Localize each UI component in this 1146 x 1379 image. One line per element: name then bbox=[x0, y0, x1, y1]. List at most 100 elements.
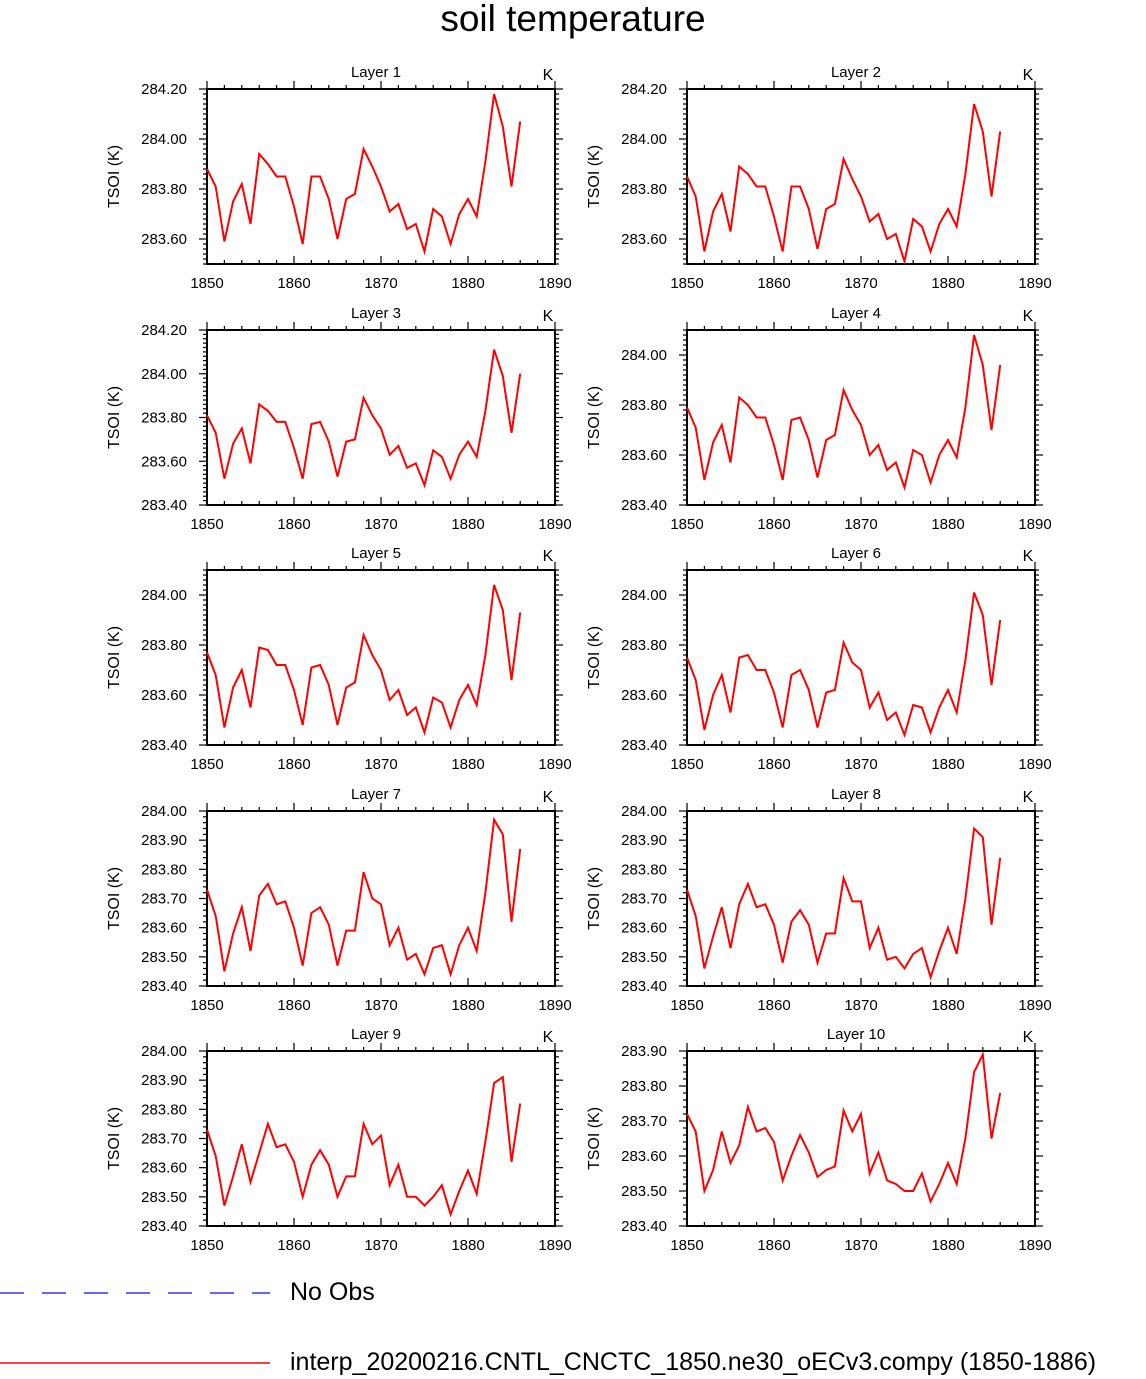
series-line bbox=[686, 1050, 1002, 1205]
y-axis-label: TSOI (K) bbox=[586, 626, 603, 689]
y-tick-label: 284.00 bbox=[621, 587, 667, 604]
x-tick-label: 1880 bbox=[451, 997, 484, 1014]
x-tick-label: 1870 bbox=[844, 275, 877, 292]
units-label: K bbox=[1023, 789, 1034, 806]
y-tick-label: 283.70 bbox=[141, 1131, 187, 1148]
x-tick-label: 1870 bbox=[844, 997, 877, 1014]
x-tick-label: 1860 bbox=[757, 997, 790, 1014]
y-tick-label: 283.60 bbox=[141, 231, 187, 248]
y-axis-label: TSOI (K) bbox=[106, 1107, 123, 1170]
x-tick-label: 1880 bbox=[451, 275, 484, 292]
panel-title: Layer 8 bbox=[831, 786, 881, 803]
x-tick-label: 1880 bbox=[931, 516, 964, 533]
panel-layer-9: 1850 1860 1870 1880 1890 283.40 283.50 283.60 28… bbox=[106, 1026, 572, 1254]
x-tick-label: 1890 bbox=[1018, 756, 1051, 773]
units-label: K bbox=[543, 548, 554, 565]
units-label: K bbox=[1023, 548, 1034, 565]
panel-title: Layer 3 bbox=[351, 305, 401, 322]
y-tick-label: 283.80 bbox=[141, 181, 187, 198]
panel-layer-4: 1850 1860 1870 1880 1890 283.40 283.60 283.80 28… bbox=[586, 305, 1052, 533]
y-axis-label: TSOI (K) bbox=[106, 867, 123, 930]
series-line bbox=[686, 334, 1002, 492]
y-tick-label: 283.40 bbox=[621, 497, 667, 514]
y-axis-label: TSOI (K) bbox=[106, 386, 123, 449]
y-tick-label: 283.80 bbox=[141, 1101, 187, 1118]
x-tick-label: 1880 bbox=[451, 516, 484, 533]
x-tick-label: 1890 bbox=[538, 275, 571, 292]
y-tick-label: 284.00 bbox=[141, 366, 187, 383]
x-tick-label: 1850 bbox=[670, 275, 703, 292]
series-line bbox=[206, 1075, 522, 1218]
x-tick-label: 1860 bbox=[277, 997, 310, 1014]
y-tick-label: 283.70 bbox=[141, 891, 187, 908]
panel-title: Layer 1 bbox=[351, 64, 401, 81]
y-tick-label: 284.00 bbox=[141, 131, 187, 148]
x-tick-label: 1860 bbox=[757, 756, 790, 773]
x-tick-label: 1860 bbox=[757, 516, 790, 533]
panel-title: Layer 4 bbox=[831, 305, 881, 322]
x-tick-label: 1890 bbox=[538, 756, 571, 773]
units-label: K bbox=[543, 308, 554, 325]
y-tick-label: 283.50 bbox=[141, 949, 187, 966]
units-label: K bbox=[543, 789, 554, 806]
y-tick-label: 283.90 bbox=[621, 832, 667, 849]
series-line bbox=[206, 349, 522, 489]
x-tick-label: 1880 bbox=[931, 1237, 964, 1254]
series-line bbox=[206, 93, 522, 256]
x-tick-label: 1870 bbox=[844, 1237, 877, 1254]
y-tick-label: 283.60 bbox=[621, 687, 667, 704]
y-axis-label: TSOI (K) bbox=[106, 145, 123, 208]
series-line bbox=[206, 816, 522, 978]
x-tick-label: 1870 bbox=[364, 997, 397, 1014]
y-tick-label: 284.00 bbox=[141, 587, 187, 604]
x-tick-label: 1880 bbox=[931, 997, 964, 1014]
x-tick-label: 1860 bbox=[277, 756, 310, 773]
units-label: K bbox=[1023, 67, 1034, 84]
y-tick-label: 284.00 bbox=[141, 803, 187, 820]
y-tick-label: 283.60 bbox=[141, 687, 187, 704]
panel-layer-6: 1850 1860 1870 1880 1890 283.40 283.60 283.80 28… bbox=[586, 545, 1052, 773]
y-tick-label: 283.80 bbox=[621, 1078, 667, 1095]
x-tick-label: 1850 bbox=[670, 997, 703, 1014]
y-tick-label: 283.40 bbox=[621, 737, 667, 754]
x-tick-label: 1850 bbox=[670, 756, 703, 773]
y-tick-label: 283.50 bbox=[621, 1183, 667, 1200]
plot-frame bbox=[206, 88, 556, 265]
x-tick-label: 1860 bbox=[757, 275, 790, 292]
y-tick-label: 283.40 bbox=[621, 1218, 667, 1235]
y-tick-label: 283.60 bbox=[141, 920, 187, 937]
panel-title: Layer 9 bbox=[351, 1026, 401, 1043]
panel-layer-3: 1850 1860 1870 1880 1890 283.40 283.60 283.80 28… bbox=[106, 305, 572, 533]
y-tick-label: 283.40 bbox=[141, 978, 187, 995]
legend-label-no-obs: No Obs bbox=[290, 1278, 375, 1306]
x-tick-label: 1890 bbox=[538, 516, 571, 533]
x-tick-label: 1890 bbox=[1018, 516, 1051, 533]
panel-layer-2: 1850 1860 1870 1880 1890 283.60 283.80 284.00 28… bbox=[586, 64, 1052, 292]
series-line bbox=[686, 103, 1002, 266]
x-tick-label: 1890 bbox=[538, 997, 571, 1014]
panel-layer-8: 1850 1860 1870 1880 1890 283.40 283.50 283.60 28… bbox=[586, 786, 1052, 1014]
y-tick-label: 283.40 bbox=[621, 978, 667, 995]
y-tick-label: 283.60 bbox=[621, 1148, 667, 1165]
x-tick-label: 1890 bbox=[1018, 997, 1051, 1014]
series-line bbox=[686, 826, 1002, 981]
x-tick-label: 1860 bbox=[277, 1237, 310, 1254]
x-tick-label: 1850 bbox=[190, 516, 223, 533]
y-axis-label: TSOI (K) bbox=[586, 145, 603, 208]
x-tick-label: 1860 bbox=[277, 275, 310, 292]
x-tick-label: 1850 bbox=[190, 1237, 223, 1254]
y-tick-label: 283.90 bbox=[141, 832, 187, 849]
series-line bbox=[686, 592, 1002, 739]
y-tick-label: 284.20 bbox=[141, 322, 187, 339]
x-tick-label: 1850 bbox=[190, 997, 223, 1014]
y-tick-label: 283.80 bbox=[621, 637, 667, 654]
plot-frame bbox=[686, 88, 1036, 265]
x-tick-label: 1870 bbox=[844, 756, 877, 773]
x-tick-label: 1870 bbox=[364, 275, 397, 292]
panel-layer-7: 1850 1860 1870 1880 1890 283.40 283.50 283.60 28… bbox=[106, 786, 572, 1014]
x-tick-label: 1880 bbox=[451, 756, 484, 773]
y-tick-label: 283.40 bbox=[141, 497, 187, 514]
y-axis-label: TSOI (K) bbox=[586, 1107, 603, 1170]
y-tick-label: 283.50 bbox=[621, 949, 667, 966]
